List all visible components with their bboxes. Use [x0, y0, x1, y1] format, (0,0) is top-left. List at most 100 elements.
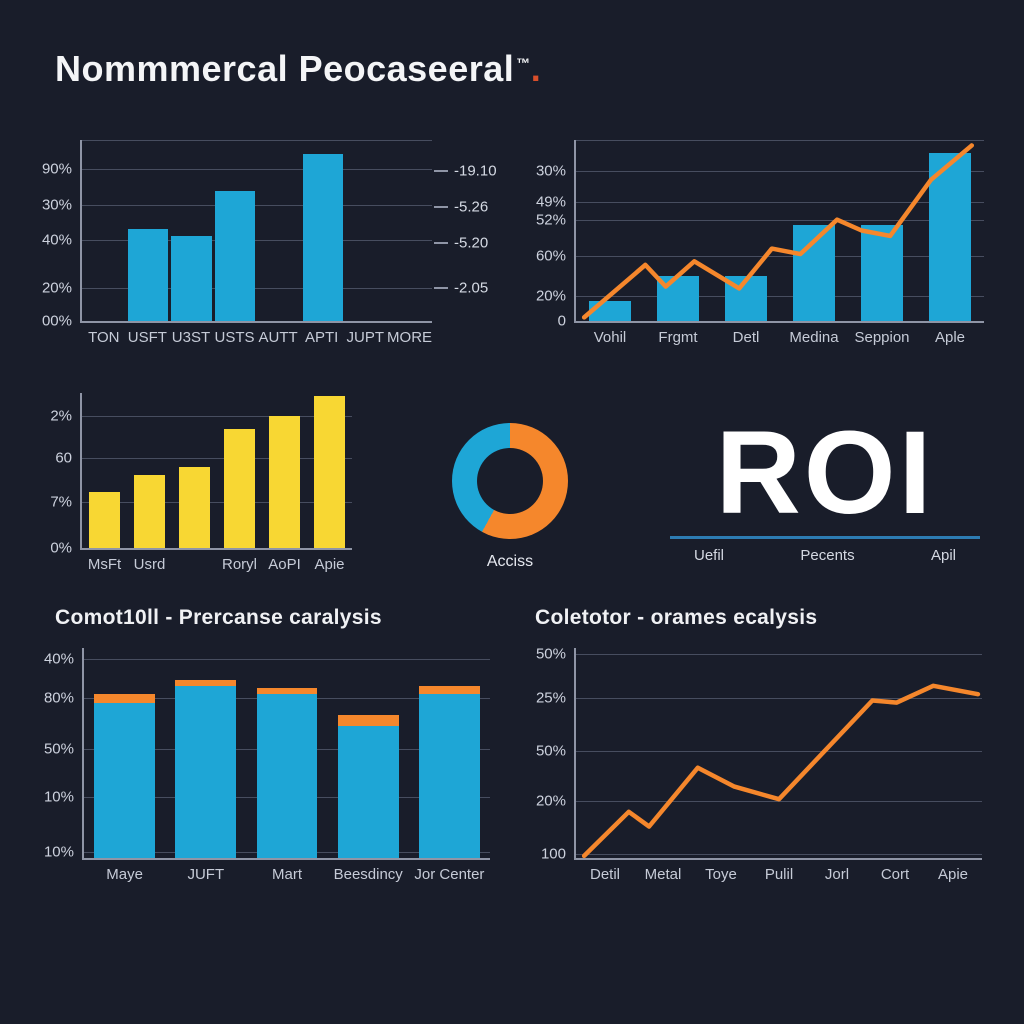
bar-slot [246, 648, 327, 858]
gridline [82, 416, 352, 418]
line-series [576, 648, 982, 858]
gridline [576, 140, 984, 141]
x-axis-category-label: Seppion [854, 329, 910, 346]
y-axis-tick-label: 50% [535, 645, 566, 663]
gridline [82, 501, 352, 503]
page-title-text: Nommmercal Peocaseeral [55, 48, 515, 89]
x-axis-category-label [172, 556, 217, 573]
bar-segment-value [215, 190, 256, 321]
y-axis-tick-label: 100 [540, 845, 566, 863]
donut-chart-acciss: Acciss [452, 423, 568, 573]
x-axis-labels-row: Maye JUFT Mart Beesdincy Jor Center [84, 866, 490, 883]
bar-segment-value [269, 416, 300, 548]
x-axis-category-label: USFT [127, 329, 167, 346]
bar-slot [409, 648, 490, 858]
y-axis-tick-label: 2% [50, 407, 72, 425]
gridline [82, 239, 432, 241]
x-axis-category-label: Apie [314, 556, 345, 573]
y-axis-tick-label: 10% [43, 843, 74, 861]
bar-segment-value [89, 492, 120, 548]
bar-slot [84, 648, 165, 858]
right-axis-tick-label: -5.26 [454, 198, 489, 216]
bar-slot [262, 393, 307, 548]
y-axis-tick-label: 30% [41, 196, 72, 214]
roi-labels-row: Uefil Pecents Apil [660, 547, 990, 564]
x-axis-category-label: USTS [214, 329, 255, 346]
gridline [576, 801, 982, 803]
y-axis-tick-label: 40% [43, 650, 74, 667]
gridline [576, 295, 984, 297]
x-axis-category-label: Frgmt [658, 329, 698, 346]
y-axis-tick-label: 00% [41, 312, 72, 330]
x-axis-category-label: Maye [106, 866, 143, 883]
y-axis-tick-label: 50% [535, 742, 566, 760]
bar-segment-value [127, 228, 168, 321]
page-title: Nommmercal Peocaseeral ™. [55, 48, 541, 90]
gridline [576, 170, 984, 172]
x-axis-category-label: Detl [732, 329, 760, 346]
bar-group [82, 393, 352, 548]
bar-segment-base [175, 685, 237, 858]
right-axis-tick-label: -5.20 [454, 234, 489, 252]
stacked-bar-chart-bottom-left: 40% 80% 50% 10% 10% Maye JUFT Mart Beesdincy Jor … [42, 648, 500, 898]
bar-segment-volume [860, 225, 904, 321]
x-axis-category-label: APTI [305, 329, 339, 346]
section-title-bottom-left: Comot10ll - Prercanse caralysis [55, 606, 382, 629]
bar-slot [172, 393, 217, 548]
y-axis-tick-label: 80% [43, 689, 74, 707]
line-chart-bottom-right: 50% 25% 50% 20% 100 Detil Metal Toye Pulil Jorl Co… [528, 645, 990, 898]
plot-area: 40% 80% 50% 10% 10% Maye JUFT Mart Beesdincy Jor … [44, 648, 490, 883]
y-axis-tick-label: 30% [535, 162, 566, 180]
bar-slot [328, 648, 409, 858]
x-axis-category-label: AUTT [258, 329, 298, 346]
bar-slot [127, 393, 172, 548]
bar-segment-cap [94, 694, 156, 703]
gridline [84, 658, 490, 660]
y-axis-tick-label: 0 [557, 312, 566, 330]
plot-area: 2% 60 7% 0% MsFt Usrd Roryl AoPI Apie [50, 393, 352, 573]
donut-ring [452, 423, 568, 539]
trademark-mark: ™ [516, 55, 531, 71]
right-axis-tick [434, 287, 448, 290]
bar-segment-base [94, 702, 156, 858]
bar-slot [82, 140, 126, 321]
right-axis-tick-label: -19.10 [454, 162, 497, 180]
x-axis-category-label: Usrd [133, 556, 166, 573]
bar-slot [301, 140, 345, 321]
x-axis-category-label: Apie [937, 866, 969, 883]
bar-segment-cap [256, 687, 318, 695]
right-axis-tick-label: -2.05 [454, 279, 489, 297]
x-axis-category-label: Jor Center [414, 866, 485, 883]
gridline [82, 140, 432, 141]
x-axis-labels-row: Vohil Frgmt Detl Medina Seppion Aple [576, 329, 984, 346]
right-axis-tick [434, 205, 448, 208]
x-axis-category-label: Toye [705, 866, 737, 883]
gridline [576, 201, 984, 203]
y-axis-tick-label: 90% [41, 160, 72, 178]
gridline [82, 168, 432, 170]
gridline [576, 219, 984, 221]
y-axis-tick-label: 25% [535, 689, 566, 707]
roi-label: Pecents [800, 546, 855, 564]
gridline [576, 853, 982, 855]
y-axis-tick-label: 0% [50, 539, 72, 557]
y-axis-tick-label: 60 [55, 449, 72, 467]
bar-slot [388, 140, 432, 321]
plot-area: 30% 49% 52% 60% 20% 0 Vohil Frgmt Detl Medina Sepp… [536, 140, 984, 346]
bar-slot [213, 140, 257, 321]
title-accent-dot: . [530, 48, 542, 89]
x-axis-category-label: Detil [589, 866, 620, 883]
y-axis-tick-label: 50% [43, 740, 74, 758]
bar-slot [217, 393, 262, 548]
bar-slot [848, 140, 916, 321]
x-axis-category-label: Aple [934, 329, 966, 346]
bar-group [82, 140, 432, 321]
roi-value: ROI [715, 407, 935, 539]
y-axis-tick-label: 60% [535, 247, 566, 265]
gridline [576, 750, 982, 752]
y-axis-tick-label: 20% [535, 287, 566, 305]
x-axis-category-label: MsFt [87, 556, 122, 573]
y-axis-tick-label: 20% [41, 279, 72, 297]
y-axis-tick-label: 10% [43, 788, 74, 806]
